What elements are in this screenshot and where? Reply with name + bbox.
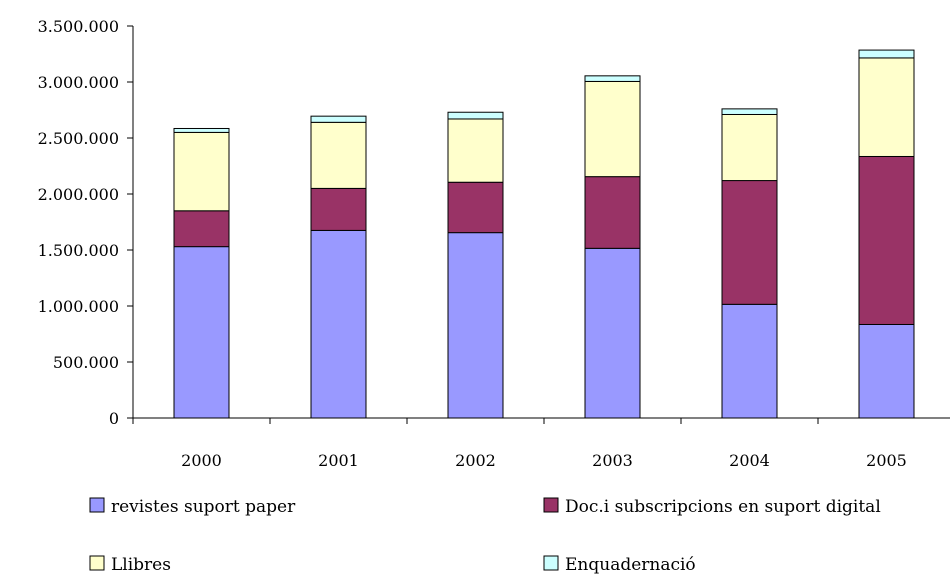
- legend-label: Doc.i subscripcions en suport digital: [565, 497, 881, 517]
- legend-swatch: [89, 497, 105, 513]
- x-tick-label: 2000: [181, 451, 222, 470]
- bar-segment: [721, 180, 778, 305]
- bar-segment: [310, 115, 367, 123]
- legend-swatch: [89, 555, 105, 571]
- bar-segment: [584, 80, 641, 178]
- chart-tick-labels: 0 500.000 1.000.000 1.500.000 2.000.000 2.500…: [38, 17, 907, 470]
- y-tick-label: 1.000.000: [38, 297, 119, 316]
- bar-segment: [584, 75, 641, 82]
- chart-legend: revistes suport paper Doc.i subscripcions…: [89, 497, 881, 575]
- bar-segment: [584, 176, 641, 249]
- bar-segment: [310, 121, 367, 189]
- x-tick-label: 2002: [455, 451, 496, 470]
- bar-segment: [447, 181, 504, 234]
- bar-segment: [173, 246, 230, 419]
- x-tick-label: 2001: [318, 451, 359, 470]
- bar-segment: [858, 57, 915, 157]
- bar-segment: [447, 118, 504, 183]
- bar-segment: [310, 229, 367, 419]
- bar-segment: [447, 232, 504, 419]
- legend-swatch: [543, 497, 559, 513]
- legend-label: Llibres: [111, 555, 171, 575]
- bar-segment: [447, 111, 504, 120]
- legend-swatch: [543, 555, 559, 571]
- legend-label: revistes suport paper: [111, 497, 296, 517]
- y-tick-label: 0: [109, 409, 119, 428]
- bar-segment: [858, 323, 915, 419]
- x-tick-label: 2004: [729, 451, 770, 470]
- y-tick-label: 3.000.000: [38, 73, 119, 92]
- bar-segment: [858, 155, 915, 325]
- y-tick-label: 3.500.000: [38, 17, 119, 36]
- chart-bars: [173, 49, 915, 419]
- bar-segment: [858, 49, 915, 59]
- chart-axes: [127, 25, 950, 424]
- bar-segment: [310, 187, 367, 231]
- x-tick-label: 2005: [866, 451, 907, 470]
- y-tick-label: 1.500.000: [38, 241, 119, 260]
- y-tick-label: 2.000.000: [38, 185, 119, 204]
- bar-segment: [584, 247, 641, 419]
- bar-segment: [721, 113, 778, 182]
- bar-segment: [173, 127, 230, 133]
- y-tick-label: 2.500.000: [38, 129, 119, 148]
- legend-label: Enquadernació: [565, 555, 696, 575]
- bar-segment: [721, 108, 778, 115]
- bar-segment: [721, 303, 778, 419]
- x-tick-label: 2003: [592, 451, 633, 470]
- y-tick-label: 500.000: [53, 353, 119, 372]
- bar-segment: [173, 210, 230, 248]
- bar-segment: [173, 131, 230, 212]
